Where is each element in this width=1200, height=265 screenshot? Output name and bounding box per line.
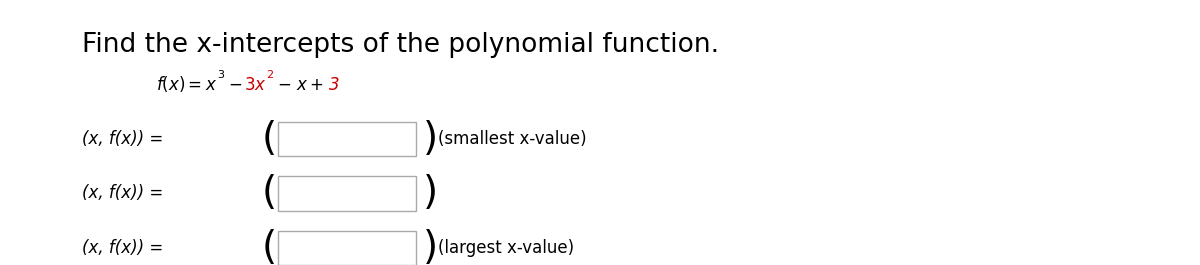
Text: (smallest x-value): (smallest x-value)	[438, 130, 587, 148]
Text: (x, f(x)) =: (x, f(x)) =	[82, 184, 163, 202]
Text: $3x$: $3x$	[244, 76, 266, 94]
Text: (: (	[262, 229, 277, 265]
Text: $-\ x +$: $-\ x +$	[272, 76, 329, 94]
Text: $-$: $-$	[223, 76, 244, 94]
FancyBboxPatch shape	[278, 176, 416, 211]
Text: 2: 2	[266, 70, 274, 80]
Text: (largest x-value): (largest x-value)	[438, 239, 574, 257]
Text: (: (	[262, 120, 277, 158]
Text: ): )	[422, 174, 438, 213]
Text: 3: 3	[329, 76, 340, 94]
Text: 3: 3	[217, 70, 224, 80]
Text: ): )	[422, 120, 438, 158]
FancyBboxPatch shape	[278, 231, 416, 265]
Text: $f(x) = x$: $f(x) = x$	[156, 74, 217, 94]
Text: ): )	[422, 229, 438, 265]
FancyBboxPatch shape	[278, 122, 416, 156]
Text: (x, f(x)) =: (x, f(x)) =	[82, 239, 163, 257]
Text: (x, f(x)) =: (x, f(x)) =	[82, 130, 163, 148]
Text: (: (	[262, 174, 277, 213]
Text: Find the x-intercepts of the polynomial function.: Find the x-intercepts of the polynomial …	[82, 32, 719, 58]
